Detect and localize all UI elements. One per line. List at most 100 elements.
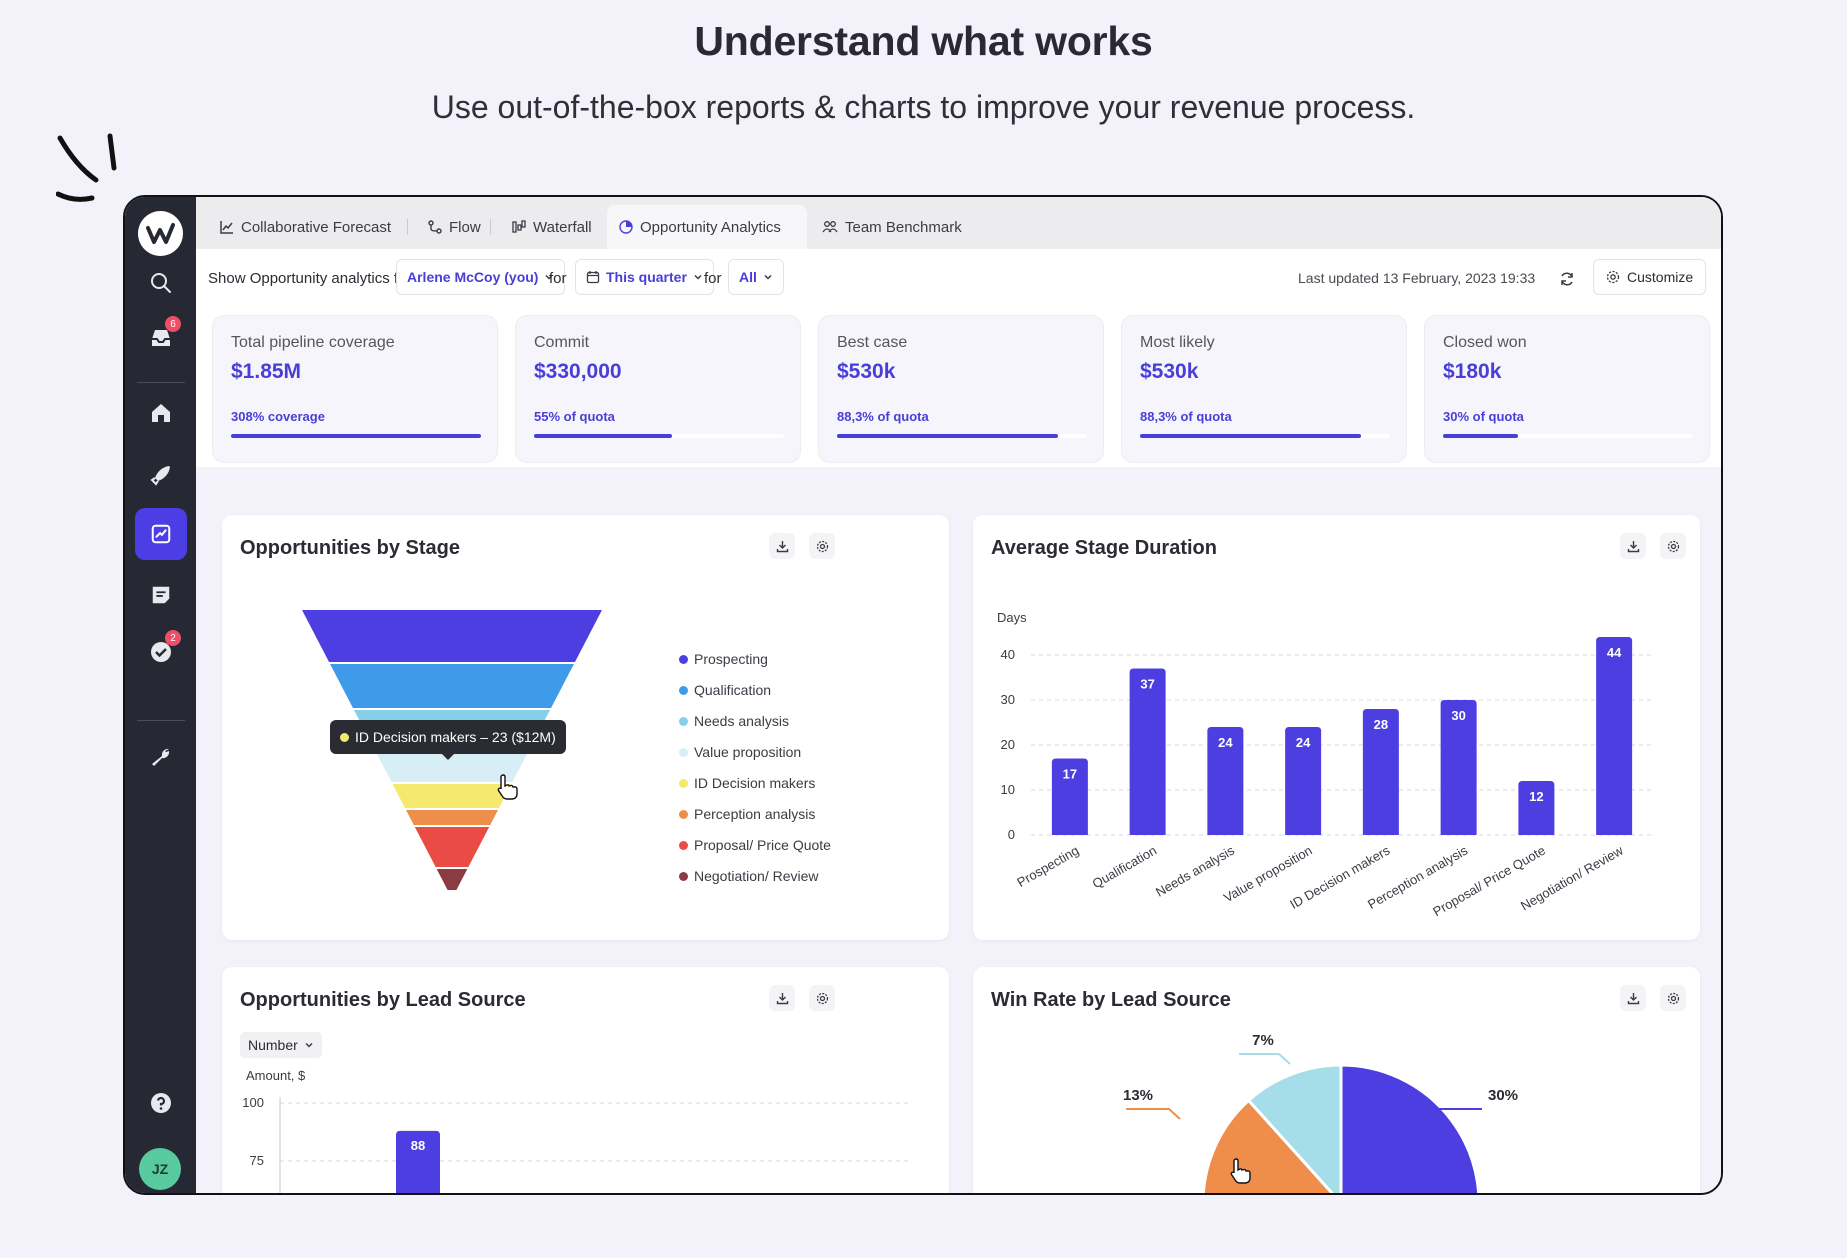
bar[interactable]: [1129, 668, 1166, 836]
pie-slice-label: 30%: [1488, 1087, 1518, 1104]
gear-icon: [1667, 540, 1679, 552]
kpi-progress-track: [837, 434, 1087, 438]
notes-icon: [152, 586, 170, 604]
customize-button[interactable]: Customize: [1593, 259, 1707, 295]
main-content: Collaborative Forecast Flow Waterfall Op…: [196, 197, 1721, 1195]
logo-icon: [145, 222, 175, 244]
tab-collaborative-forecast[interactable]: Collaborative Forecast: [208, 205, 403, 249]
bar[interactable]: [1051, 758, 1088, 836]
download-button[interactable]: [1620, 533, 1646, 559]
scope-dropdown[interactable]: All: [728, 259, 784, 295]
pie-slice[interactable]: [1246, 1063, 1343, 1195]
bar[interactable]: [1207, 727, 1244, 835]
hand-cursor-icon: [497, 774, 518, 800]
team-icon: [822, 221, 838, 233]
kpi-value: $530k: [837, 360, 896, 383]
bar[interactable]: [396, 1130, 440, 1195]
y-axis-label: Amount, $: [246, 1068, 306, 1083]
sidebar-item-search[interactable]: [135, 257, 187, 309]
customize-label: Customize: [1627, 269, 1694, 285]
funnel-layer[interactable]: [374, 750, 530, 782]
person-dropdown[interactable]: Arlene McCoy (you): [396, 259, 566, 295]
for-label: for: [549, 270, 567, 287]
tab-flow[interactable]: Flow: [416, 205, 493, 249]
kpi-progress-fill: [534, 434, 672, 438]
sidebar-item-tasks[interactable]: 2: [135, 626, 187, 678]
settings-button[interactable]: [1660, 985, 1686, 1011]
kpi-progress-track: [231, 434, 481, 438]
bar[interactable]: [1518, 781, 1555, 835]
kpi-card-best-case: Best case $530k 88,3% of quota: [818, 315, 1104, 463]
settings-button[interactable]: [809, 533, 835, 559]
funnel-layer[interactable]: [392, 784, 512, 808]
sidebar-item-inbox[interactable]: 6: [135, 312, 187, 364]
sidebar-item-notes[interactable]: [135, 569, 187, 621]
funnel-layer[interactable]: [406, 810, 498, 825]
y-axis-label: Days: [997, 610, 1027, 625]
funnel-layer[interactable]: [436, 869, 468, 890]
download-button[interactable]: [769, 985, 795, 1011]
y-tick-label: 100: [242, 1095, 264, 1110]
tab-divider: [490, 219, 491, 235]
kpi-strip: Total pipeline coverage $1.85M 308% cove…: [196, 309, 1721, 467]
kpi-value: $180k: [1443, 360, 1502, 383]
card-title: Average Stage Duration: [991, 537, 1217, 559]
kpi-label: Total pipeline coverage: [231, 334, 395, 351]
pie-slice[interactable]: [1339, 1063, 1481, 1195]
card-opportunities-by-stage: Opportunities by Stage ID Decision maker…: [222, 515, 949, 940]
legend-item: Perception analysis: [679, 806, 815, 822]
kpi-progress-track: [534, 434, 784, 438]
app-window: 6 2 JZ Collabora: [123, 195, 1723, 1195]
kpi-value: $330,000: [534, 360, 622, 383]
home-icon: [152, 404, 170, 422]
download-button[interactable]: [1620, 985, 1646, 1011]
y-tick-label: 30: [1001, 692, 1015, 707]
settings-button[interactable]: [809, 985, 835, 1011]
bar[interactable]: [1440, 700, 1477, 835]
tab-opportunity-analytics[interactable]: Opportunity Analytics: [607, 205, 807, 249]
tooltip-text: ID Decision makers – 23 ($12M): [355, 729, 556, 745]
sidebar-divider: [137, 720, 185, 721]
bar-value-label: 30: [1451, 708, 1465, 723]
sidebar-item-analytics[interactable]: [135, 508, 187, 560]
bar[interactable]: [1362, 709, 1399, 835]
user-avatar[interactable]: JZ: [139, 1148, 181, 1190]
sidebar-item-settings[interactable]: [135, 731, 187, 783]
legend-dot: [679, 840, 688, 850]
download-icon: [776, 992, 788, 1004]
bar-value-label: 44: [1607, 645, 1622, 660]
legend-label: Proposal/ Price Quote: [694, 837, 831, 853]
sidebar-item-help[interactable]: [135, 1077, 187, 1129]
hand-cursor-icon: [1230, 1158, 1251, 1184]
tab-team-benchmark[interactable]: Team Benchmark: [810, 205, 974, 249]
bar[interactable]: [1596, 637, 1633, 835]
legend-dot: [679, 747, 688, 757]
legend-dot: [679, 716, 688, 726]
refresh-icon[interactable]: [1559, 271, 1575, 287]
app-logo[interactable]: [138, 211, 183, 256]
kpi-card-closed-won: Closed won $180k 30% of quota: [1424, 315, 1710, 463]
funnel-layer[interactable]: [302, 610, 602, 662]
last-updated: Last updated 13 February, 2023 19:33: [1298, 270, 1536, 286]
pie-leader-line: [1239, 1053, 1291, 1065]
hero-subtitle: Use out-of-the-box reports & charts to i…: [431, 89, 1416, 125]
waterfall-icon: [512, 220, 526, 233]
lead-source-bar-chart: Amount, $ 100 75 88: [242, 1068, 912, 1195]
download-icon: [1627, 992, 1639, 1004]
sidebar-item-deals[interactable]: [135, 449, 187, 501]
funnel-layer[interactable]: [330, 664, 574, 708]
metric-dropdown[interactable]: Number: [240, 1032, 322, 1058]
sidebar-item-home[interactable]: [135, 387, 187, 439]
tab-waterfall[interactable]: Waterfall: [500, 205, 604, 249]
bar[interactable]: [1285, 727, 1322, 835]
sidebar-divider: [137, 382, 185, 383]
pie-leader-line: [1418, 1108, 1482, 1120]
card-opportunities-by-lead-source: Opportunities by Lead Source Number Amou…: [222, 967, 949, 1195]
tasks-icon: [151, 642, 171, 662]
period-dropdown[interactable]: This quarter: [575, 259, 714, 295]
legend-item: Prospecting: [679, 651, 768, 667]
settings-button[interactable]: [1660, 533, 1686, 559]
download-button[interactable]: [769, 533, 795, 559]
inbox-icon: [152, 330, 170, 346]
funnel-layer[interactable]: [414, 827, 490, 867]
